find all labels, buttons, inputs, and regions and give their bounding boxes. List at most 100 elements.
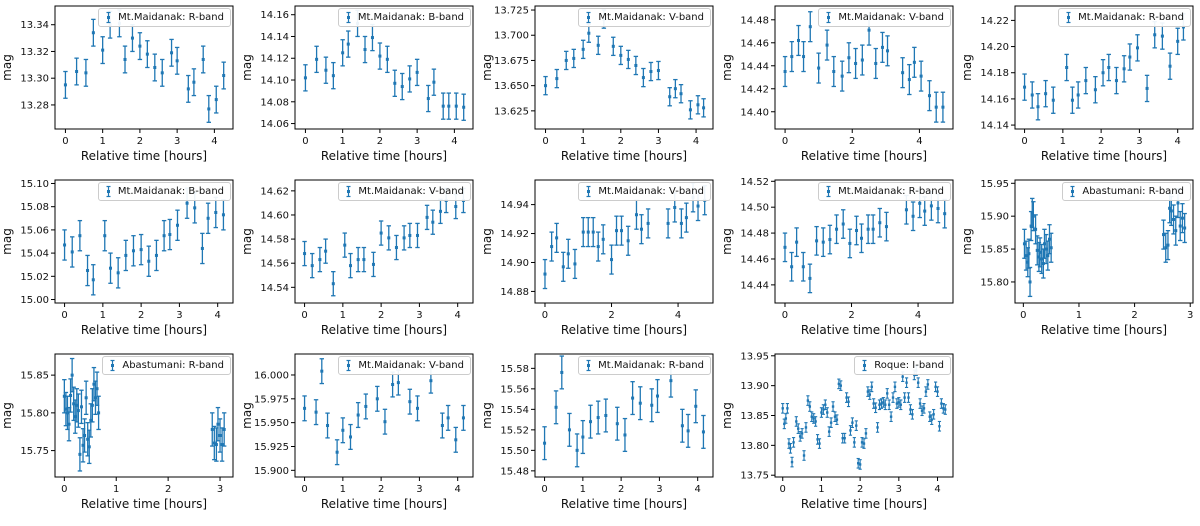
errorbar-point: [906, 392, 911, 403]
y-axis-label: mag: [480, 402, 494, 429]
x-tick-label: 1: [580, 136, 586, 147]
x-tick-label: 0: [61, 310, 67, 321]
axes-frame: [294, 353, 474, 478]
errorbar-point: [904, 377, 909, 388]
errorbar-point: [678, 83, 684, 104]
y-tick-label: 13.75: [740, 471, 769, 482]
subplot-12: 15.900 15.925 15.950 15.975 16.000 0 1 2 3 4 Relat…: [240, 348, 480, 522]
errorbar-point: [877, 207, 883, 238]
errorbar-point: [821, 227, 826, 258]
y-tick-label: 14.62: [260, 186, 289, 197]
errorbar-point: [866, 386, 870, 397]
errorbar-point: [323, 56, 329, 84]
errorbar-point: [138, 233, 144, 266]
errorbar-point: [440, 412, 445, 439]
errorbar-point: [794, 227, 799, 258]
errorbar-point: [100, 36, 105, 65]
y-tick-label: 14.42: [740, 84, 769, 95]
errorbar-point: [789, 251, 794, 282]
legend: Mt.Maidanak: B-band: [97, 182, 231, 201]
legend-label: Mt.Maidanak: R-band: [118, 11, 224, 23]
plot-canvas: 14.54 14.56 14.58 14.60 14.62 0 1 2 3 4 Relative t…: [240, 179, 474, 337]
errorbar-point: [837, 378, 841, 390]
errorbar-point: [858, 459, 862, 470]
errorbar-legend-icon: [586, 185, 591, 198]
errorbar-point: [824, 29, 830, 61]
y-tick-label: 15.08: [20, 202, 49, 213]
x-axis-label: Relative time [hours]: [561, 497, 687, 511]
errorbar-point: [1135, 34, 1140, 62]
data-series: [543, 9, 706, 120]
errorbar-point: [580, 419, 586, 455]
errorbar-point: [655, 378, 660, 414]
errorbar-point: [115, 257, 121, 289]
errorbar-point: [390, 371, 395, 398]
y-axis-label: mag: [720, 402, 734, 429]
errorbar-point: [833, 411, 837, 423]
x-tick-label: 0: [302, 136, 308, 147]
y-tick-label: 14.48: [740, 15, 769, 26]
x-tick-label: 2: [137, 136, 143, 147]
x-tick-label: 3: [217, 484, 223, 495]
errorbar-legend-icon: [110, 359, 115, 372]
errorbar-point: [935, 386, 940, 397]
errorbar-point: [656, 60, 661, 81]
y-axis-label: mag: [720, 228, 734, 255]
errorbar-point: [175, 209, 180, 241]
errorbar-point: [1114, 66, 1119, 95]
errorbar-point: [1144, 74, 1150, 103]
errorbar-point: [400, 72, 405, 101]
errorbar-point: [122, 45, 128, 74]
y-tick-label: 13.650: [494, 81, 529, 92]
errorbar-point: [808, 401, 812, 412]
x-tick-label: 1: [340, 484, 346, 495]
errorbar-point: [680, 408, 685, 443]
legend: Mt.Maidanak: R-band: [818, 182, 951, 201]
y-tick-label: 16.000: [254, 370, 289, 381]
errorbar-point: [348, 252, 353, 279]
errorbar-point: [918, 60, 924, 92]
errorbar-point: [355, 401, 361, 429]
errorbar-point: [334, 439, 340, 466]
errorbar-point: [205, 202, 211, 235]
errorbar-point: [310, 252, 315, 279]
axes-frame: [534, 5, 714, 130]
errorbar-point: [695, 95, 701, 115]
x-tick-label: 1: [99, 136, 105, 147]
errorbar-point: [62, 229, 67, 261]
errorbar-point: [827, 426, 831, 437]
errorbar-point: [145, 40, 150, 69]
subplot-11: 15.75 15.80 15.85 0 1 2 3 Relative time [hours]…: [0, 348, 240, 522]
errorbar-point: [317, 246, 323, 273]
errorbar-point: [461, 404, 466, 431]
y-tick-label: 14.44: [740, 280, 769, 291]
y-tick-label: 14.90: [500, 258, 529, 269]
subplot-6: 15.00 15.02 15.04 15.06 15.08 15.10 0 1 2 3 4 Relat…: [0, 174, 240, 348]
errorbar-point: [1093, 76, 1098, 104]
legend: Mt.Maidanak: V-band: [578, 182, 711, 201]
errorbar-point: [313, 399, 319, 426]
errorbar-point: [82, 418, 87, 453]
errorbar-point: [431, 68, 437, 96]
errorbar-point: [407, 65, 412, 93]
errorbar-point: [186, 74, 191, 103]
errorbar-point: [77, 437, 83, 472]
x-tick-label: 0: [1021, 136, 1027, 147]
y-tick-label: 15.85: [20, 371, 49, 382]
errorbar-point: [370, 23, 375, 52]
errorbar-point: [942, 198, 947, 229]
x-tick-label: 4: [451, 136, 457, 147]
y-axis-label: mag: [960, 228, 974, 255]
errorbar-point: [355, 246, 361, 273]
errorbar-legend-icon: [346, 185, 351, 198]
errorbar-point: [889, 411, 893, 423]
errorbar-point: [693, 389, 698, 424]
errorbar-point: [891, 392, 895, 403]
x-tick-label: 0: [542, 136, 548, 147]
errorbar-point: [63, 70, 68, 99]
x-axis-label: Relative time [hours]: [561, 323, 687, 337]
errorbar-point: [870, 214, 876, 245]
errorbar-point: [581, 216, 586, 248]
axes-frame: [534, 353, 714, 478]
y-tick-label: 15.50: [500, 446, 529, 457]
